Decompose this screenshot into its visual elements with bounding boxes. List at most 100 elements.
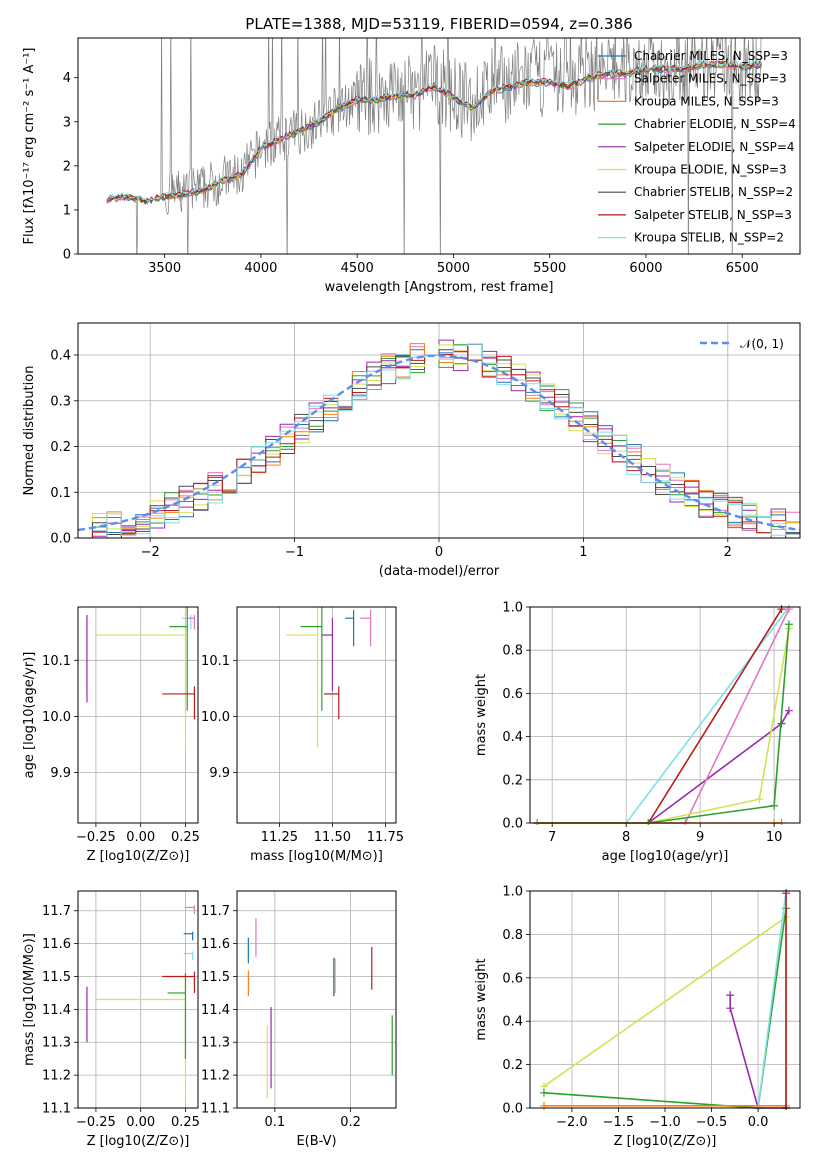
x-tick-label: 0.1 <box>265 1115 286 1130</box>
observed-spectrum <box>106 38 762 254</box>
x-tick-label: −1.5 <box>603 1115 635 1130</box>
errorbars <box>86 905 196 1099</box>
x-tick-label: 0.0 <box>748 1115 769 1130</box>
y-tick-label: 0.8 <box>502 644 523 659</box>
errorbars <box>247 918 393 1099</box>
y-tick-label: 10.0 <box>42 710 71 725</box>
x-axis-label: Z [log10(Z/Z⊙)] <box>87 849 190 864</box>
y-tick-label: 3 <box>63 115 71 130</box>
x-tick-label: 11.75 <box>367 830 404 845</box>
x-tick-label: 5000 <box>437 261 470 276</box>
weight-series <box>537 624 790 824</box>
y-tick-label: 1.0 <box>502 601 523 616</box>
model-line <box>106 60 762 204</box>
x-tick-label: −2 <box>141 545 160 560</box>
weight-marker <box>770 801 779 810</box>
histogram-series <box>78 346 800 538</box>
y-tick-label: 0 <box>63 248 71 263</box>
x-tick-label: −2.0 <box>556 1115 588 1130</box>
weight-series <box>537 608 790 824</box>
spectrum-lines <box>106 38 762 254</box>
legend-label: Chabrier STELIB, N_SSP=2 <box>634 185 793 199</box>
y-tick-label: 0.2 <box>502 773 523 788</box>
chart-6: 0.1 0.2 11.1 11.2 11.3 11.4 11.5 11.6 11.7 E(B-V) <box>201 890 397 1149</box>
weight-marker <box>726 991 735 1000</box>
legend-label: Salpeter STELIB, N_SSP=3 <box>634 208 792 222</box>
y-tick-label: 1 <box>63 203 71 218</box>
plot-frame <box>529 606 801 824</box>
errorbars <box>285 607 372 748</box>
y-axis-label: Flux [fλ10⁻¹⁷ erg cm⁻² s⁻¹ A⁻¹] <box>22 48 37 245</box>
x-tick-label: 11.50 <box>314 830 351 845</box>
y-tick-label: 11.4 <box>201 1003 230 1018</box>
x-tick-label: 4000 <box>244 261 277 276</box>
x-axis-label: Z [log10(Z/Z⊙)] <box>87 1134 190 1149</box>
legend-label: Salpeter MILES, N_SSP=3 <box>634 72 787 86</box>
y-tick-label: 0.4 <box>50 349 71 364</box>
weight-lines <box>533 605 793 825</box>
histogram-series <box>78 344 800 538</box>
y-axis-label: Normed distribution <box>22 366 37 496</box>
weight-marker <box>784 605 793 614</box>
y-tick-label: 0.2 <box>502 1058 523 1073</box>
plot-frame <box>236 890 397 1109</box>
errorbars <box>86 607 196 748</box>
y-tick-label: 10.0 <box>201 710 230 725</box>
x-tick-label: 0.00 <box>126 1115 155 1130</box>
x-tick-label: 5500 <box>533 261 566 276</box>
weight-marker <box>777 605 786 614</box>
x-axis-label: Z [log10(Z/Z⊙)] <box>614 1134 717 1149</box>
y-tick-label: 11.2 <box>42 1069 71 1084</box>
legend-label: Chabrier ELODIE, N_SSP=4 <box>634 117 796 131</box>
x-tick-label: 1 <box>579 545 587 560</box>
legend: 𝒩(0, 1) <box>700 337 784 351</box>
weight-marker <box>539 1101 548 1110</box>
plot-frame <box>77 606 199 824</box>
y-tick-label: 0.0 <box>502 1102 523 1117</box>
y-tick-label: 9.9 <box>209 766 230 781</box>
chart-7: −2.0 −1.5 −1.0 −0.5 0.0 0.0 0.2 0.4 0.6 0.8 1.0 Z [… <box>474 885 801 1149</box>
x-axis-label: mass [log10(M/M⊙)] <box>250 849 383 864</box>
plot-frame <box>77 890 199 1109</box>
x-tick-label: 0 <box>435 545 443 560</box>
plot-frame <box>77 37 801 255</box>
y-tick-label: 11.1 <box>201 1102 230 1117</box>
legend-label: 𝒩(0, 1) <box>740 337 784 351</box>
y-tick-label: 11.5 <box>42 970 71 985</box>
y-axis-label: mass weight <box>474 674 489 756</box>
y-tick-label: 1.0 <box>502 885 523 900</box>
y-tick-label: 2 <box>63 159 71 174</box>
weight-marker <box>539 1088 548 1097</box>
y-axis-label: mass weight <box>474 958 489 1040</box>
weight-marker <box>755 795 764 804</box>
x-tick-label: 0.25 <box>171 830 200 845</box>
x-axis-label: E(B-V) <box>296 1134 336 1149</box>
model-line <box>106 59 762 202</box>
legend-label: Kroupa STELIB, N_SSP=2 <box>634 231 784 245</box>
x-tick-label: 0.2 <box>340 1115 361 1130</box>
x-tick-label: −1.0 <box>649 1115 681 1130</box>
y-tick-label: 10.1 <box>42 654 71 669</box>
chart-2: −0.25 0.00 0.25 9.9 10.0 10.1 Z [log10(Z/Z⊙)] a… <box>22 606 200 864</box>
y-axis-label: age [log10(age/yr)] <box>22 652 37 779</box>
x-tick-label: −0.5 <box>696 1115 728 1130</box>
weight-series <box>757 890 787 1109</box>
weight-series <box>537 606 790 824</box>
x-axis-label: wavelength [Angstrom, rest frame] <box>325 280 554 295</box>
y-tick-label: 10.1 <box>201 654 230 669</box>
histogram-series <box>78 343 800 538</box>
weight-series <box>537 710 790 824</box>
x-tick-label: −1 <box>285 545 304 560</box>
x-tick-label: 7 <box>548 830 556 845</box>
chart-5: −0.25 0.00 0.25 11.1 11.2 11.3 11.4 11.5 11.6 11.… <box>22 890 200 1149</box>
normal-curve <box>78 354 800 532</box>
legend-label: Salpeter ELODIE, N_SSP=4 <box>634 140 795 154</box>
x-axis-label: age [log10(age/yr)] <box>602 849 729 864</box>
y-tick-label: 9.9 <box>50 766 71 781</box>
x-tick-label: −0.25 <box>76 830 116 845</box>
y-tick-label: 11.3 <box>201 1036 230 1051</box>
x-tick-label: −0.25 <box>76 1115 116 1130</box>
weight-series <box>537 608 783 824</box>
legend: Chabrier MILES, N_SSP=3 Salpeter MILES, N… <box>598 49 796 245</box>
x-tick-label: 6000 <box>629 261 662 276</box>
